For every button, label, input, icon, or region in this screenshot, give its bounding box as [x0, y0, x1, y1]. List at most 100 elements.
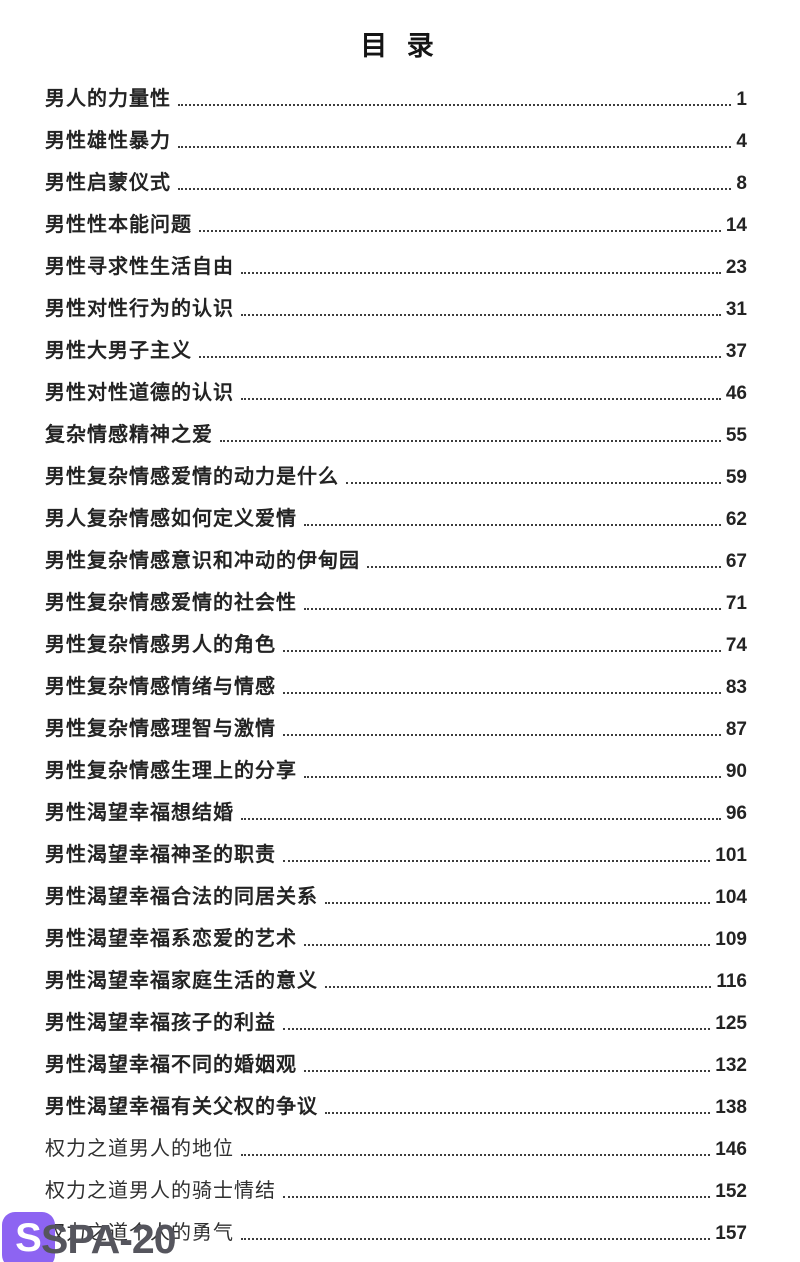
dot-leader: [178, 188, 732, 190]
toc-entry: 男性渴望幸福有关父权的争议 138: [45, 1084, 747, 1126]
toc-page-number: 104: [715, 887, 747, 908]
toc-entry-title: 男性复杂情感男人的角色: [45, 634, 276, 656]
toc-page-number: 1: [736, 89, 747, 110]
dot-leader: [304, 944, 711, 946]
toc-page-number: 31: [725, 299, 747, 320]
toc-entry-title: 男性渴望幸福不同的婚姻观: [45, 1054, 297, 1076]
toc-entry: 男性渴望幸福家庭生活的意义 116: [45, 958, 747, 1000]
toc-entry: 男性复杂情感理智与激情 87: [45, 706, 747, 748]
toc-page-number: 23: [725, 257, 747, 278]
toc-entry-title: 男人复杂情感如何定义爱情: [45, 508, 297, 530]
toc-page-number: 37: [725, 341, 747, 362]
dot-leader: [325, 902, 711, 904]
toc-page-number: 152: [715, 1181, 747, 1202]
dot-leader: [304, 776, 721, 778]
watermark-badge-icon: S: [2, 1212, 55, 1262]
dot-leader: [283, 650, 721, 652]
toc-entry: 男性寻求性生活自由 23: [45, 244, 747, 286]
watermark: S SPA-20: [0, 1208, 260, 1262]
toc-entry: 男性大男子主义 37: [45, 328, 747, 370]
watermark-text: SPA-20: [41, 1216, 177, 1262]
dot-leader: [241, 314, 721, 316]
dot-leader: [283, 860, 711, 862]
toc-page-number: 74: [725, 635, 747, 656]
dot-leader: [241, 1238, 711, 1240]
toc-page-number: 46: [725, 383, 747, 404]
toc-page-number: 4: [736, 131, 747, 152]
toc-entry: 男性渴望幸福合法的同居关系 104: [45, 874, 747, 916]
dot-leader: [220, 440, 721, 442]
toc-entry-title: 男性渴望幸福神圣的职责: [45, 844, 276, 866]
toc-entry: 男性启蒙仪式 8: [45, 160, 747, 202]
toc-page-number: 83: [725, 677, 747, 698]
toc-list: 男人的力量性 1 男性雄性暴力 4 男性启蒙仪式 8 男性性本能问题 14 男性寻求性生活自由 2…: [0, 76, 800, 1252]
toc-page-number: 116: [716, 971, 747, 992]
toc-entry: 男性渴望幸福想结婚 96: [45, 790, 747, 832]
toc-entry: 男性对性道德的认识 46: [45, 370, 747, 412]
toc-entry: 男性渴望幸福不同的婚姻观 132: [45, 1042, 747, 1084]
dot-leader: [304, 1070, 711, 1072]
toc-entry: 男性渴望幸福神圣的职责 101: [45, 832, 747, 874]
dot-leader: [241, 398, 721, 400]
toc-entry: 男人的力量性 1: [45, 76, 747, 118]
toc-page-number: 101: [715, 845, 747, 866]
toc-entry: 男性复杂情感意识和冲动的伊甸园 67: [45, 538, 747, 580]
toc-page-number: 109: [715, 929, 747, 950]
toc-entry-title: 男性渴望幸福家庭生活的意义: [45, 970, 318, 992]
toc-entry: 男性复杂情感男人的角色 74: [45, 622, 747, 664]
dot-leader: [346, 482, 721, 484]
toc-entry: 男性渴望幸福孩子的利益 125: [45, 1000, 747, 1042]
toc-page-number: 132: [715, 1055, 747, 1076]
toc-entry-title: 男性启蒙仪式: [45, 172, 171, 194]
dot-leader: [241, 272, 721, 274]
toc-page-number: 55: [725, 425, 747, 446]
page-title: 目 录: [360, 31, 440, 61]
toc-entry-title: 男性对性行为的认识: [45, 298, 234, 320]
dot-leader: [283, 1028, 711, 1030]
toc-entry-title: 男性渴望幸福系恋爱的艺术: [45, 928, 297, 950]
toc-entry-title: 男性雄性暴力: [45, 130, 171, 152]
toc-entry-title: 复杂情感精神之爱: [45, 424, 213, 446]
toc-entry-title: 男性渴望幸福想结婚: [45, 802, 234, 824]
toc-entry: 权力之道男人的地位 146: [45, 1126, 747, 1168]
toc-entry: 男性性本能问题 14: [45, 202, 747, 244]
toc-page-number: 62: [725, 509, 747, 530]
dot-leader: [241, 1154, 711, 1156]
toc-entry-title: 男人的力量性: [45, 88, 171, 110]
toc-page-number: 90: [725, 761, 747, 782]
toc-entry-title: 权力之道男人的地位: [45, 1138, 234, 1160]
dot-leader: [199, 230, 721, 232]
watermark-badge-letter: S: [15, 1216, 42, 1260]
toc-entry-title: 男性渴望幸福合法的同居关系: [45, 886, 318, 908]
toc-page-number: 146: [715, 1139, 747, 1160]
dot-leader: [241, 818, 721, 820]
toc-entry-title: 男性复杂情感爱情的社会性: [45, 592, 297, 614]
toc-entry: 复杂情感精神之爱 55: [45, 412, 747, 454]
toc-entry-title: 男性复杂情感生理上的分享: [45, 760, 297, 782]
dot-leader: [325, 1112, 711, 1114]
toc-entry: 男性复杂情感情绪与情感 83: [45, 664, 747, 706]
toc-entry: 男性渴望幸福系恋爱的艺术 109: [45, 916, 747, 958]
dot-leader: [325, 986, 712, 988]
toc-entry-title: 权力之道男人的骑士情结: [45, 1180, 276, 1202]
dot-leader: [304, 608, 721, 610]
dot-leader: [283, 734, 721, 736]
toc-entry-title: 男性对性道德的认识: [45, 382, 234, 404]
toc-entry: 权力之道男人的骑士情结 152: [45, 1168, 747, 1210]
toc-page-number: 157: [715, 1223, 747, 1244]
toc-page-number: 67: [725, 551, 747, 572]
toc-entry-title: 男性性本能问题: [45, 214, 192, 236]
dot-leader: [283, 1196, 711, 1198]
toc-entry-title: 男性复杂情感理智与激情: [45, 718, 276, 740]
toc-page-number: 14: [725, 215, 747, 236]
toc-entry-title: 男性渴望幸福孩子的利益: [45, 1012, 276, 1034]
toc-entry: 男人复杂情感如何定义爱情 62: [45, 496, 747, 538]
toc-page-number: 71: [725, 593, 747, 614]
toc-entry-title: 男性复杂情感爱情的动力是什么: [45, 466, 339, 488]
toc-page-number: 125: [715, 1013, 747, 1034]
dot-leader: [178, 146, 732, 148]
toc-entry-title: 男性复杂情感意识和冲动的伊甸园: [45, 550, 360, 572]
dot-leader: [304, 524, 721, 526]
toc-page-number: 59: [725, 467, 747, 488]
